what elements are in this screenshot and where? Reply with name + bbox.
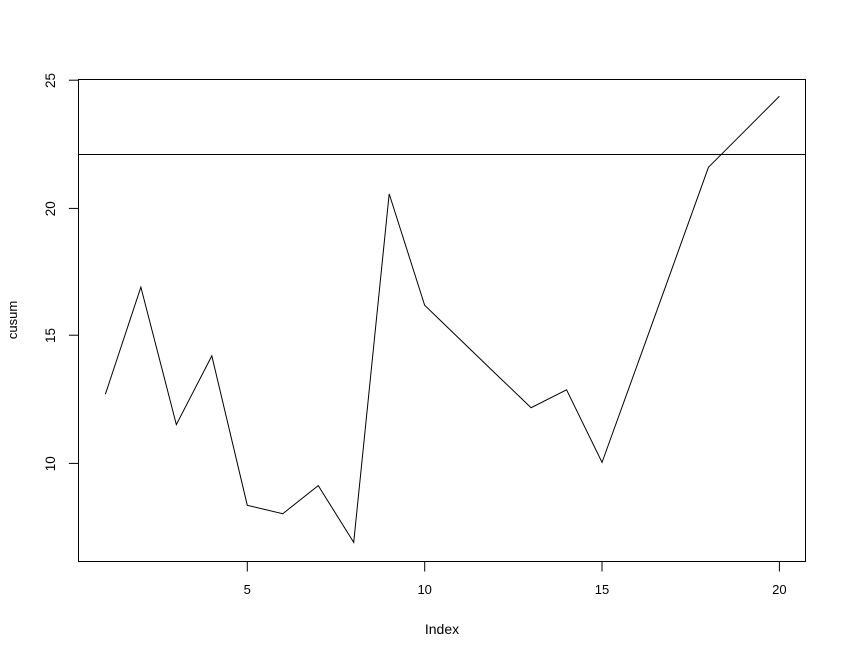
svg-text:10: 10: [417, 582, 431, 597]
svg-text:25: 25: [43, 73, 58, 88]
svg-text:15: 15: [43, 328, 58, 343]
svg-text:10: 10: [43, 456, 58, 471]
svg-text:20: 20: [43, 201, 58, 216]
svg-text:20: 20: [772, 582, 786, 597]
svg-text:5: 5: [244, 582, 251, 597]
svg-text:cusum: cusum: [5, 301, 20, 339]
svg-text:Index: Index: [425, 621, 459, 637]
svg-text:15: 15: [595, 582, 609, 597]
